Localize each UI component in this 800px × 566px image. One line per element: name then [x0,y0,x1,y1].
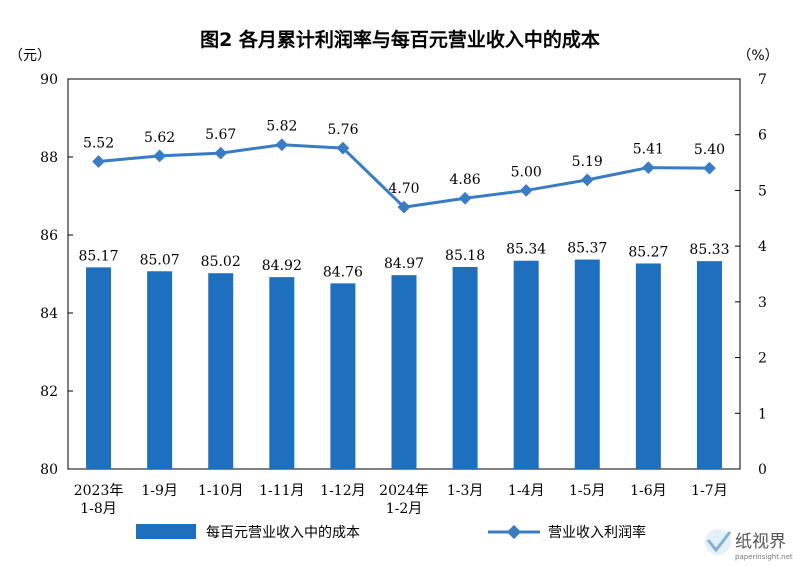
x-tick-label: 1-9月 [141,483,178,499]
left-tick-label: 90 [40,72,58,88]
line-value-label: 5.62 [144,130,175,146]
watermark-logo [705,529,732,555]
line-value-label: 4.70 [388,181,419,197]
bar [574,259,600,469]
legend: 每百元营业收入中的成本 营业收入利润率 [136,524,646,541]
line-point [458,191,472,205]
x-tick-label: 1-6月 [630,483,667,499]
bar-data-labels: 85.17 85.07 85.02 84.92 84.76 84.97 85.18 85.34… [78,241,729,281]
watermark-text: 纸视界 [735,532,786,552]
line-series: 5.52 5.62 5.67 5.82 5.76 4.70 4.86 5.00 5.19 5.41… [83,119,725,214]
bar [208,273,234,469]
right-tick-label: 6 [758,128,767,144]
line-point [153,149,167,163]
bar [635,263,661,469]
bar-value-label: 85.18 [445,248,485,264]
x-axis-labels: 2023年 1-8月 1-9月 1-10月 1-11月 1-12月 2024年 1-2月 1-3… [74,483,728,517]
bar-value-label: 84.92 [262,258,302,274]
left-axis-unit: （元） [9,48,51,64]
line-point [580,173,594,187]
x-tick-label: 1-3月 [447,483,484,499]
left-tick-label: 88 [40,150,58,166]
right-tick-label: 7 [758,72,767,88]
line-point [214,146,228,160]
right-tick-label: 2 [758,351,767,367]
x-tick-label: 1-7月 [691,483,728,499]
x-tick-label: 2024年 1-2月 [379,483,429,517]
line-value-label: 5.19 [572,154,603,170]
bar-value-label: 84.97 [384,256,424,272]
right-tick-label: 5 [758,183,767,199]
bar-value-label: 85.37 [567,241,607,257]
line-value-label: 5.82 [266,119,297,135]
line-value-label: 5.41 [633,142,664,158]
bar [452,266,478,469]
right-tick-label: 3 [758,295,767,311]
bar-value-label: 85.33 [689,242,729,258]
bar-value-label: 85.34 [506,242,546,258]
legend-line-marker [506,524,522,540]
watermark: 纸视界 paperinsight.net [705,529,793,561]
bar-value-label: 84.76 [323,264,363,280]
line-point [275,138,289,152]
x-tick-label: 1-4月 [508,483,545,499]
line-value-label: 5.52 [83,135,114,151]
left-tick-label: 86 [40,228,58,244]
line-point [703,161,716,175]
x-tick-label: 2023年 1-8月 [74,483,124,517]
bar [696,261,722,469]
bar-value-label: 85.17 [78,248,118,264]
legend-line-label: 营业收入利润率 [548,524,646,541]
line-point [336,141,350,155]
x-tick-label: 1-11月 [259,483,304,499]
x-tick-label: 1-10月 [198,483,243,499]
bar [269,277,295,469]
line-value-label: 5.67 [205,127,236,143]
right-axis-unit: （%） [737,48,778,64]
left-tick-label: 84 [40,306,58,322]
line-value-label: 5.40 [694,142,725,158]
left-tick-label: 82 [40,384,58,400]
line-point [519,184,533,197]
line-point [641,161,655,174]
legend-bar-swatch [136,524,196,539]
left-tick-label: 80 [40,462,58,478]
chart-title: 图2 各月累计利润率与每百元营业收入中的成本 [200,28,600,51]
bar-value-label: 85.07 [140,252,180,268]
bar-value-label: 85.27 [628,244,668,260]
left-axis: 80 82 84 86 88 90 [40,72,73,478]
bar [330,283,356,469]
x-tick-label: 1-12月 [320,483,365,499]
bar-series [86,259,722,469]
legend-bar-label: 每百元营业收入中的成本 [206,525,360,541]
line-point [397,200,411,214]
line-value-label: 5.00 [511,164,542,180]
x-tick-label: 1-5月 [569,483,606,499]
line-value-label: 5.76 [327,122,358,138]
line-point [92,155,105,168]
watermark-url: paperinsight.net [735,553,793,561]
right-tick-label: 0 [758,462,767,478]
right-axis: 0 1 2 3 4 5 6 7 [735,72,767,478]
bar [513,260,539,469]
line-path [98,143,710,209]
bar [391,275,417,469]
line-value-label: 4.86 [450,172,481,188]
bar [86,267,112,469]
bar [147,271,173,469]
bar-value-label: 85.02 [201,254,241,270]
right-tick-label: 4 [758,239,767,255]
right-tick-label: 1 [758,406,767,422]
